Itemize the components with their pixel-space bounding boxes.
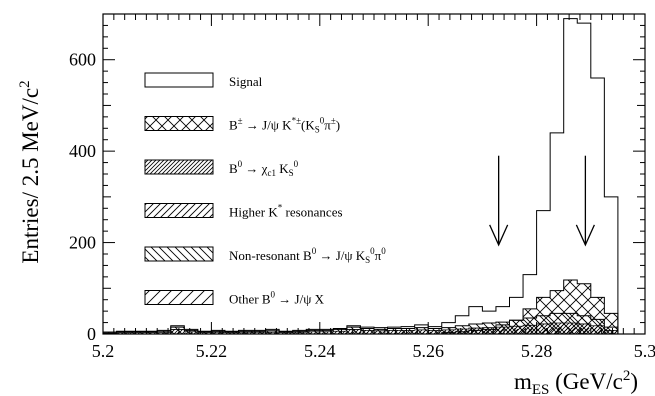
legend-label-chi: B0 → χc1 KS0 [229, 159, 299, 178]
histogram-outline-layer [102, 18, 645, 335]
x-tick-label: 5.26 [412, 341, 444, 361]
x-tick-label: 5.22 [196, 341, 228, 361]
y-tick-label: 0 [87, 324, 96, 344]
legend-label-nonres: Non-resonant B0 → J/ψ KS0π0 [229, 246, 386, 265]
legend-swatch-signal [144, 72, 214, 88]
y-tick-label: 600 [69, 50, 96, 70]
y-axis-label: Entries/ 2.5 MeV/c2 [17, 80, 43, 263]
legend-label-signal: Signal [229, 74, 263, 89]
y-tick-label: 200 [69, 233, 96, 253]
x-tick-label: 5.24 [304, 341, 336, 361]
legend-swatch-nonres [144, 246, 214, 262]
legend-swatch-other [144, 290, 214, 305]
legend-swatch-crossed [144, 116, 214, 131]
legend-label-other: Other B0 → J/ψ X [229, 290, 325, 307]
y-tick-label: 400 [69, 141, 96, 161]
x-axis-label: mES (GeV/c2) [514, 368, 638, 396]
legend-swatch-higher [144, 203, 214, 218]
arrow-head [489, 224, 509, 247]
legend-label-higher: Higher K* resonances [229, 203, 343, 220]
higher-fill [103, 327, 645, 334]
legend-label-crossed: B± → J/ψ K*±(KS0π±) [229, 116, 340, 135]
legend: Signal B± → J/ψ K*±(KS0π±) B0 → χc1 KS0 Hig… [144, 72, 386, 307]
axis-ticks: 5.2 5.22 5.24 5.26 5.28 5.3 0 200 400 600 [69, 13, 655, 361]
chi-histogram-line [102, 322, 645, 335]
x-tick-label: 5.2 [92, 341, 115, 361]
legend-swatch-chi [144, 159, 214, 175]
arrow-head [575, 224, 595, 247]
signal-region-arrows [489, 155, 595, 247]
x-tick-label: 5.28 [521, 341, 553, 361]
x-tick-label: 5.3 [634, 341, 655, 361]
